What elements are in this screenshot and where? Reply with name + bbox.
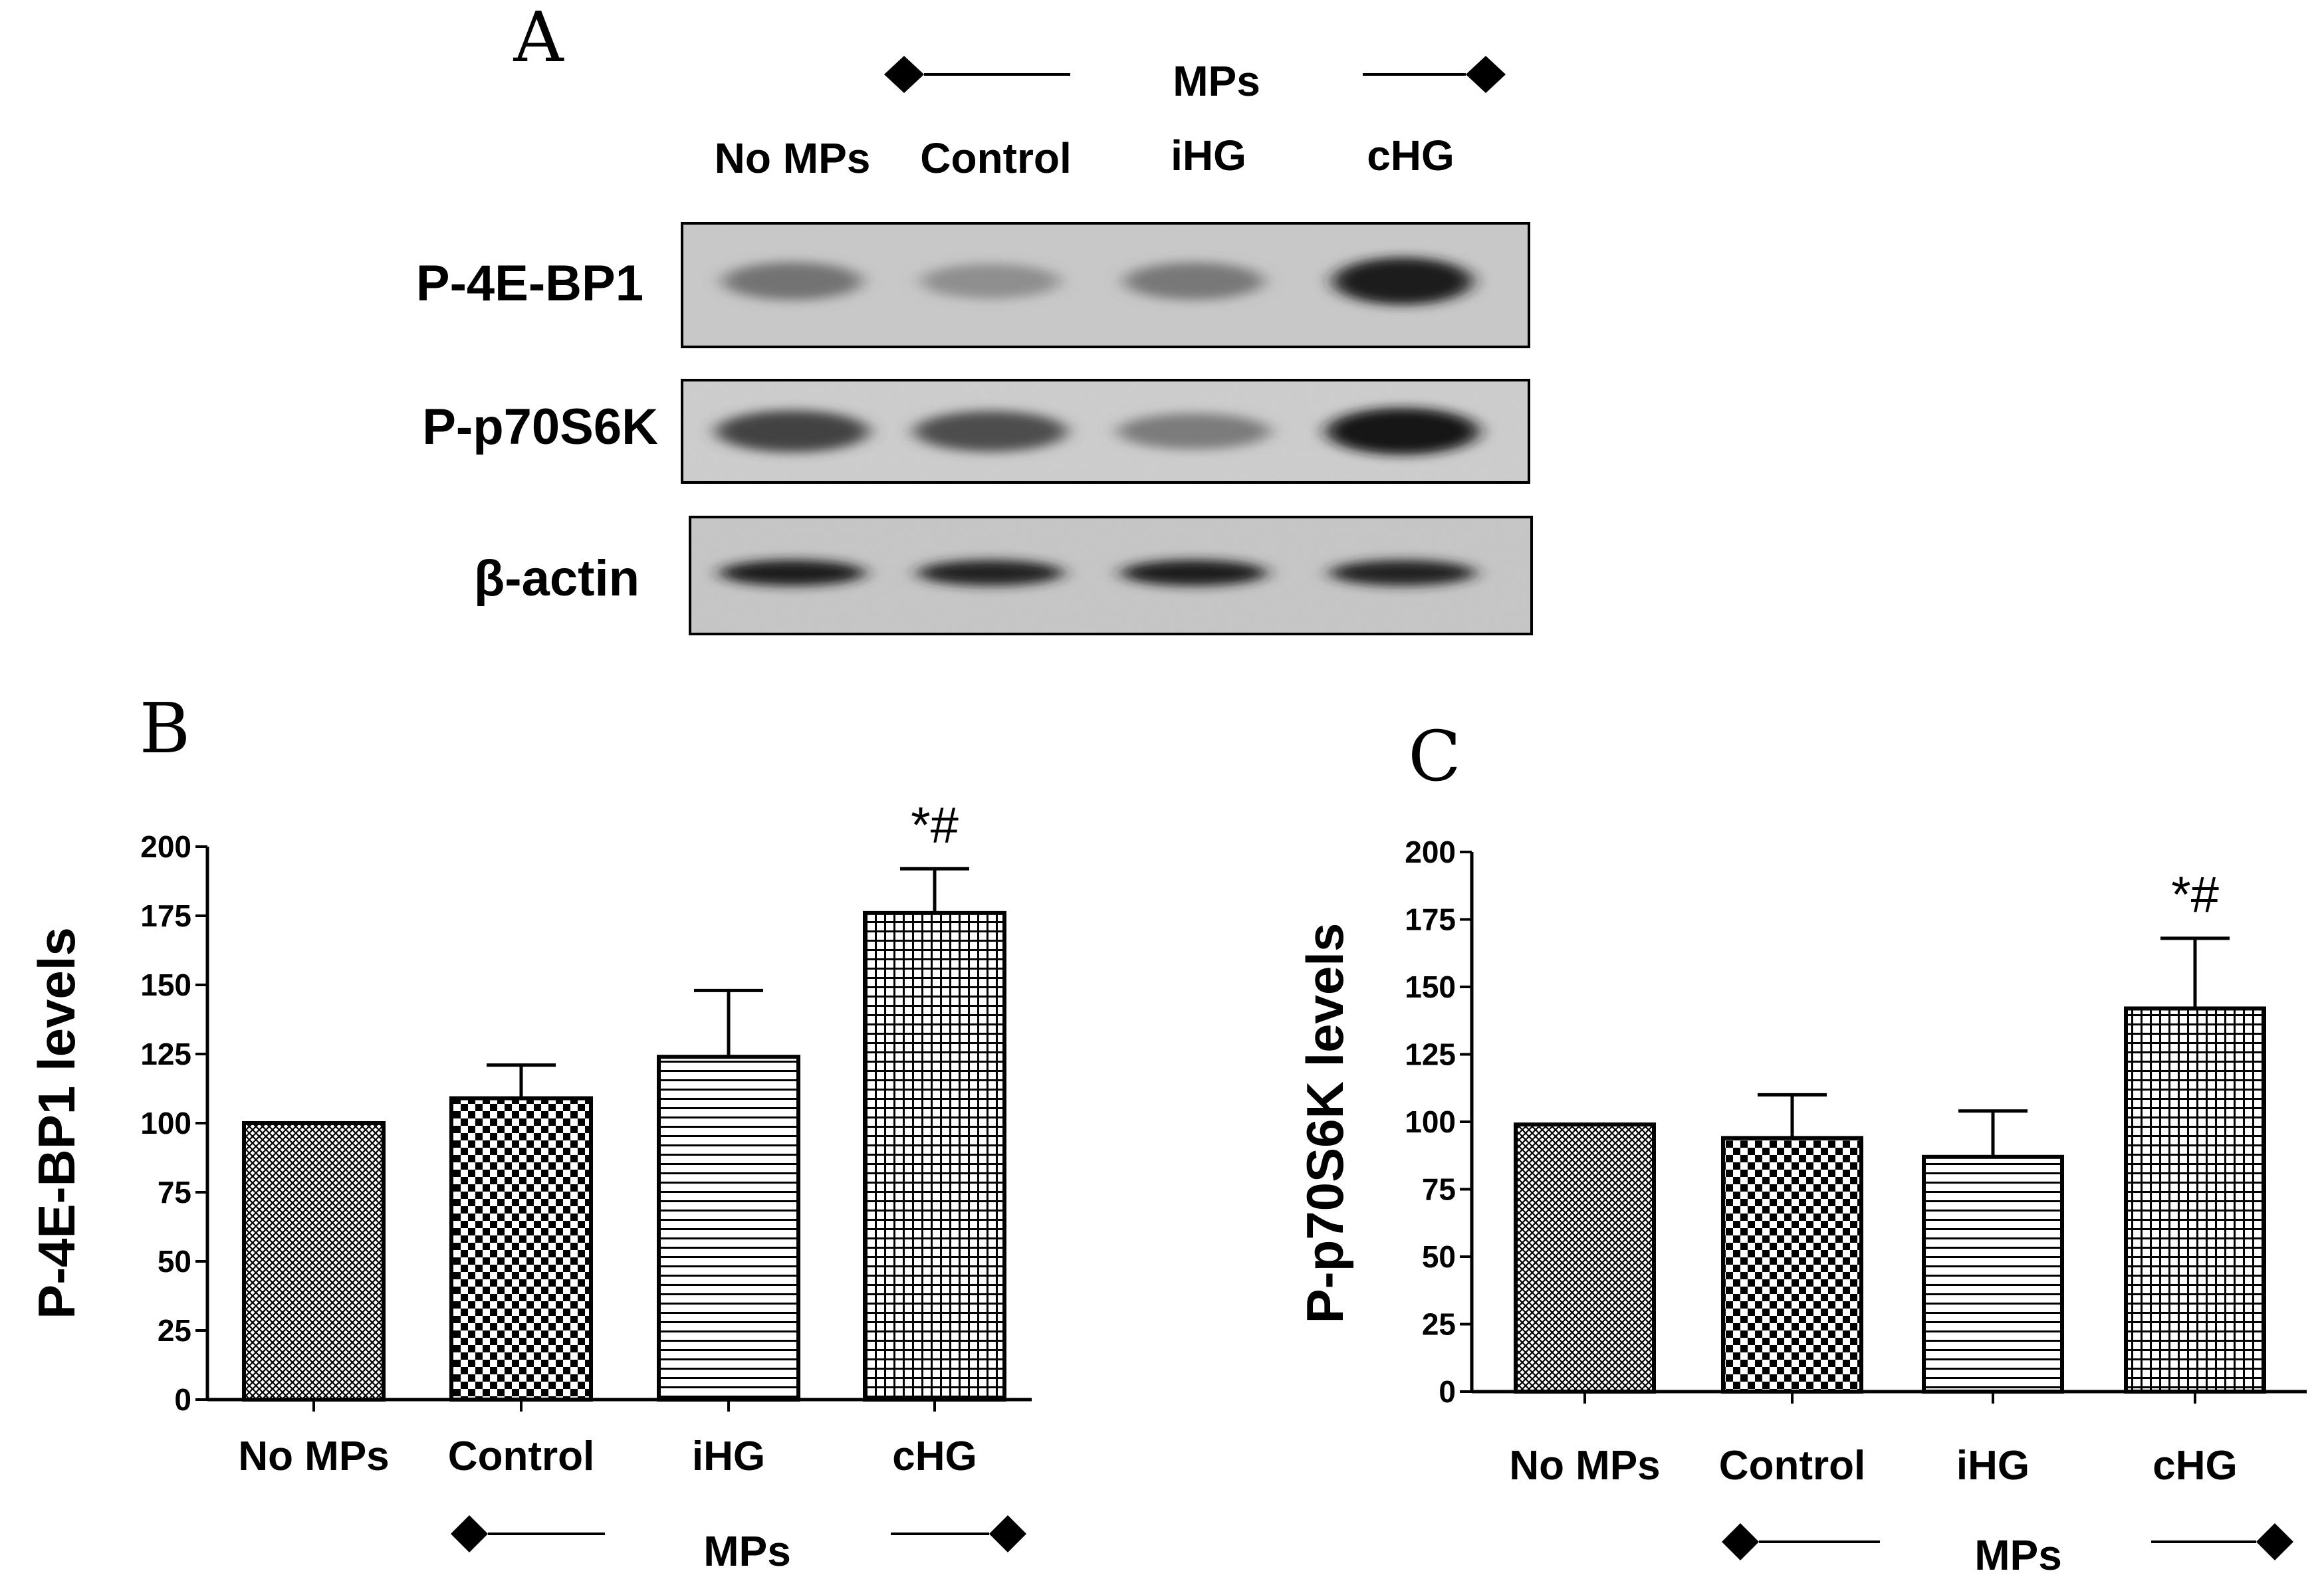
y-tick-label: 50 [158,1244,191,1279]
panel-a-letter: A [513,0,564,78]
y-tick-label: 100 [1405,1105,1456,1139]
y-tick-label: 25 [1422,1307,1456,1342]
bar [242,1121,386,1402]
bracket-right-diamond [1466,56,1506,93]
y-tick-label: 75 [158,1175,191,1210]
blot-band [719,560,866,586]
y-axis-label: P-4E-BP1 levels [27,927,86,1319]
y-tick-label: 175 [1405,902,1456,937]
x-tick-label: cHG [892,1433,977,1479]
lane-label: cHG [1367,132,1454,179]
y-tick-label: 50 [1422,1239,1456,1274]
bar-chart-p70s6k: C 0 25 50 75 100 125 150 175 200 P-p70S6K levels N… [1296,716,2307,1579]
x-tick-label: iHG [1956,1443,2030,1489]
bar [1922,1154,2064,1394]
y-tick-label: 75 [1422,1172,1456,1207]
blot-band [914,411,1067,452]
bar [2124,1006,2266,1394]
bracket-right-diamond [989,1515,1026,1552]
y-tick-label: 0 [174,1382,191,1417]
x-tick-label: No MPs [1509,1443,1660,1489]
significance-marker: *# [911,797,959,853]
x-tick-label: iHG [692,1433,765,1479]
bar [657,1055,800,1402]
mps-bracket-b: MPs [451,1515,1026,1575]
row-label-p70s6k: P-p70S6K [422,399,658,455]
blot-band [921,263,1060,299]
row-label-beta-actin: β-actin [474,550,639,607]
bar-chart-p4ebp1: B 0 25 50 75 100 125 150 175 200 P-4E-BP1 levels N… [27,688,1032,1575]
x-tick-label: Control [1719,1443,1865,1489]
bar [449,1096,593,1402]
y-tick-label: 125 [140,1037,191,1071]
bracket-left-diamond [451,1515,488,1552]
y-tick-label: 25 [158,1313,191,1348]
y-tick-label: 150 [1405,970,1456,1004]
mps-group-label: MPs [1173,57,1260,105]
blot-band [1117,413,1270,449]
blot-band [716,410,869,453]
lane-labels: No MPs Control iHG cHG [715,132,1454,182]
lane-label: No MPs [715,134,871,182]
y-tick-label: 175 [140,899,191,933]
mps-group-label: MPs [1974,1531,2062,1579]
blot-strip-p70s6k [681,379,1530,484]
blot-band [1326,407,1479,455]
mps-group-label: MPs [703,1527,791,1575]
bar [1721,1136,1863,1394]
blot-band [723,262,862,300]
blot-band [1124,262,1264,300]
western-blot-panel: A MPs No MPs Control iHG cHG P-4E-BP1 P-… [416,0,1533,635]
bar [863,910,1006,1402]
blot-band [1121,560,1267,586]
significance-marker: *# [2171,867,2219,923]
y-tick-label: 100 [140,1106,191,1140]
y-tick-label: 150 [140,968,191,1002]
bracket-right-diamond [2256,1523,2293,1560]
blot-strip-beta-actin [689,516,1533,635]
y-axis-label: P-p70S6K levels [1296,923,1354,1324]
x-tick-label: No MPs [238,1433,389,1479]
panel-b-letter: B [140,688,190,769]
row-label-p4ebp1: P-4E-BP1 [416,255,643,312]
y-tick-label: 125 [1405,1037,1456,1072]
bracket-left-diamond [884,56,924,93]
y-tick-label: 200 [1405,835,1456,869]
y-tick-label: 0 [1439,1374,1456,1409]
lane-label: Control [920,134,1072,182]
x-tick-label: Control [448,1433,594,1479]
mps-bracket-c: MPs [1722,1523,2293,1579]
bar [1514,1122,1656,1394]
x-tick-label: cHG [2152,1443,2237,1489]
bracket-left-diamond [1722,1523,1759,1560]
blot-band [1333,257,1472,305]
blot-band [1330,560,1476,586]
y-tick-label: 200 [140,829,191,864]
blot-band [917,560,1064,586]
mps-bracket-top: MPs [884,56,1506,105]
lane-label: iHG [1171,132,1246,179]
panel-c-letter: C [1408,716,1461,797]
blot-strip-p4ebp1 [681,222,1530,348]
